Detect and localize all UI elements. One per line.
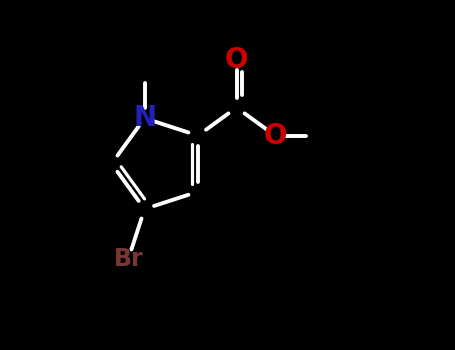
Text: N: N [133,104,156,132]
Text: O: O [225,46,248,74]
Text: Br: Br [114,247,143,271]
Text: O: O [263,121,287,149]
